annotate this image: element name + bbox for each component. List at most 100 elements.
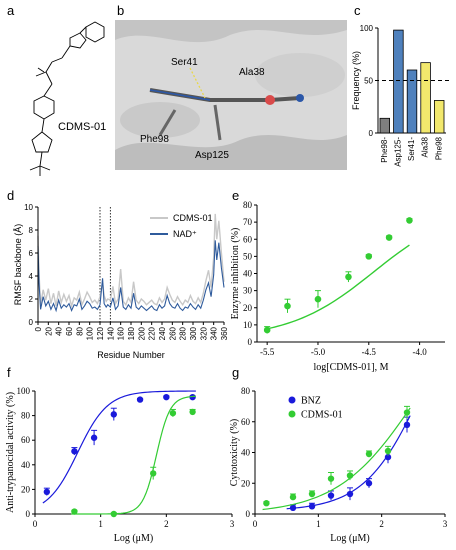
y-tick-label: 60	[241, 417, 251, 427]
y-tick-label: 4	[29, 272, 34, 281]
chart-e: 0 10 20 30 40 50 60 70 80 -5.5 -5.0 -4.5 -4.0 log[CDM…	[230, 200, 445, 373]
x-tick-label: 0	[253, 519, 258, 529]
x-tick-label: 240	[158, 326, 167, 340]
chemical-structure	[29, 21, 105, 176]
legend-marker	[288, 410, 296, 418]
docking-render	[115, 20, 347, 170]
bar	[433, 100, 445, 134]
compound-label: CDMS-01	[58, 121, 106, 133]
x-tick-label: 180	[127, 326, 136, 340]
data-point	[403, 409, 411, 416]
y-tick-label: 40	[21, 460, 31, 470]
y-axis-label: Anti-trypanocidal activity (%)	[5, 392, 16, 513]
chart-c: 0 50 100 Phe98- Asp125- Ser41- Ala38 Phe98 Frequ…	[351, 24, 450, 167]
x-tick-label: Phe98-	[380, 137, 389, 163]
x-axis-label: Residue Number	[97, 350, 165, 360]
panel-label-d: d	[7, 188, 14, 203]
x-tick-label: -5.5	[260, 347, 275, 357]
fit-curve	[262, 407, 411, 511]
x-tick-label: 320	[199, 326, 208, 340]
bar	[379, 117, 391, 134]
y-tick-label: 20	[21, 484, 31, 494]
data-point	[365, 450, 373, 458]
data-point	[263, 326, 271, 334]
x-tick-label: 1	[316, 519, 321, 529]
data-point	[289, 504, 297, 512]
x-tick-label: 20	[44, 326, 53, 335]
x-tick-label: 140	[106, 326, 115, 340]
x-tick-label: 3	[230, 519, 235, 529]
data-point	[365, 480, 373, 487]
residue-label-ala38: Ala38	[239, 67, 265, 78]
y-axis-label: Cytotoxicity (%)	[229, 419, 240, 487]
y-tick-label: 20	[241, 478, 251, 488]
data-point	[384, 453, 392, 461]
x-tick-label: -4.0	[412, 347, 427, 357]
bar	[393, 29, 404, 134]
fit-curve	[42, 390, 196, 504]
y-tick-label: 0	[246, 509, 251, 519]
x-tick-label: Ser41-	[407, 137, 416, 161]
x-tick-label: 300	[189, 326, 198, 340]
data-point	[385, 234, 393, 241]
data-point	[189, 393, 196, 401]
x-tick-label: 280	[179, 326, 188, 340]
legend-label: CDMS-01	[301, 410, 343, 421]
y-tick-label: 6	[29, 249, 34, 258]
data-point	[365, 253, 373, 260]
panel-label-g: g	[232, 365, 239, 380]
bar	[420, 62, 431, 134]
y-tick-label: 80	[21, 411, 31, 421]
y-axis-label: RMSF backbone (Å)	[13, 224, 23, 306]
y-tick-label: 80	[243, 200, 253, 210]
series-line	[37, 240, 225, 313]
x-tick-label: 260	[168, 326, 177, 340]
data-point	[284, 302, 291, 310]
series-line	[37, 213, 225, 309]
data-point	[289, 493, 297, 501]
chart-g: 0 20 40 60 80 0 1 2 3 BNZ CDMS-01 Log (μM) Cytotoxic…	[229, 386, 448, 544]
x-tick-label: 3	[443, 519, 448, 529]
data-point	[308, 503, 316, 510]
x-tick-label: 40	[55, 326, 64, 335]
y-axis-label: Enzyme inhibition (%)	[230, 228, 241, 320]
x-tick-label: 160	[117, 326, 126, 340]
data-point	[314, 295, 322, 303]
data-point	[327, 492, 335, 499]
y-tick-label: 10	[24, 203, 33, 212]
data-point	[71, 508, 78, 515]
y-tick-label: 60	[243, 234, 253, 244]
data-point	[90, 434, 98, 441]
legend-label: NAD⁺	[173, 229, 197, 239]
panel-label-e: e	[232, 188, 239, 203]
data-point	[163, 393, 170, 401]
x-tick-label: 100	[86, 326, 95, 340]
data-point	[189, 408, 196, 416]
data-point	[403, 421, 411, 429]
x-axis-label: log[CDMS-01], M	[313, 362, 388, 373]
x-tick-label: -5.0	[311, 347, 326, 357]
y-tick-label: 30	[243, 286, 253, 296]
fit-curve	[71, 395, 196, 515]
y-tick-label: 0	[248, 337, 253, 347]
data-point	[263, 500, 270, 507]
x-tick-label: 200	[137, 326, 146, 340]
x-tick-label: 120	[96, 326, 105, 340]
panel-label-f: f	[7, 365, 11, 380]
data-point	[71, 448, 78, 455]
residue-label-phe98: Phe98	[140, 134, 169, 145]
data-point	[308, 490, 316, 498]
panel-label-a: a	[7, 3, 15, 18]
residue-label-ser41: Ser41	[171, 57, 198, 68]
x-tick-label: 220	[148, 326, 157, 340]
y-tick-label: 0	[26, 509, 31, 519]
x-axis-label: Log (μM)	[114, 533, 154, 544]
x-axis-label: Log (μM)	[330, 533, 370, 544]
data-point	[346, 490, 354, 498]
data-point	[406, 217, 413, 224]
x-tick-label: 360	[220, 326, 229, 340]
x-tick-label: Phe98	[434, 136, 443, 160]
y-tick-label: 60	[21, 435, 31, 445]
panel-label-c: c	[354, 3, 361, 18]
